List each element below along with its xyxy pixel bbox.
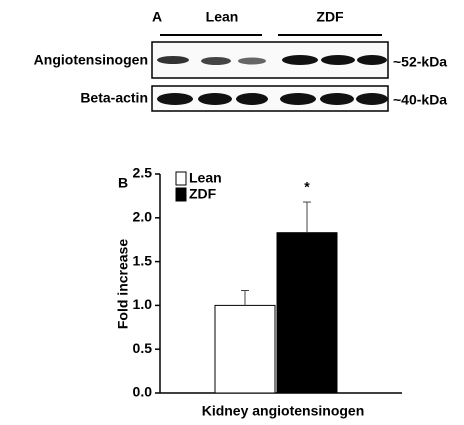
row-label: Angiotensinogen [34, 52, 148, 68]
group-label: ZDF [316, 9, 344, 25]
y-tick-label: 0.0 [133, 384, 153, 400]
y-tick-label: 2.5 [133, 165, 153, 181]
legend-label: ZDF [189, 186, 217, 202]
annotation: * [304, 179, 310, 195]
legend-swatch [175, 187, 187, 202]
y-tick-label: 2.0 [133, 209, 153, 225]
group-label: Lean [206, 9, 239, 25]
row-label: Beta-actin [80, 90, 148, 106]
legend-swatch [175, 171, 187, 186]
x-axis-label: Kidney angiotensinogen [202, 403, 365, 419]
legend-label: Lean [189, 170, 222, 186]
panel-label: B [118, 175, 128, 191]
y-axis-label: Fold increase [115, 239, 131, 329]
size-label: ~40-kDa [393, 92, 447, 108]
y-tick-label: 0.5 [133, 340, 153, 356]
y-tick-label: 1.5 [133, 252, 153, 268]
size-label: ~52-kDa [393, 54, 447, 70]
bar [276, 232, 338, 394]
y-tick-label: 1.0 [133, 296, 153, 312]
bar [214, 304, 276, 394]
bands [157, 55, 388, 105]
panel-label: A [152, 9, 162, 25]
